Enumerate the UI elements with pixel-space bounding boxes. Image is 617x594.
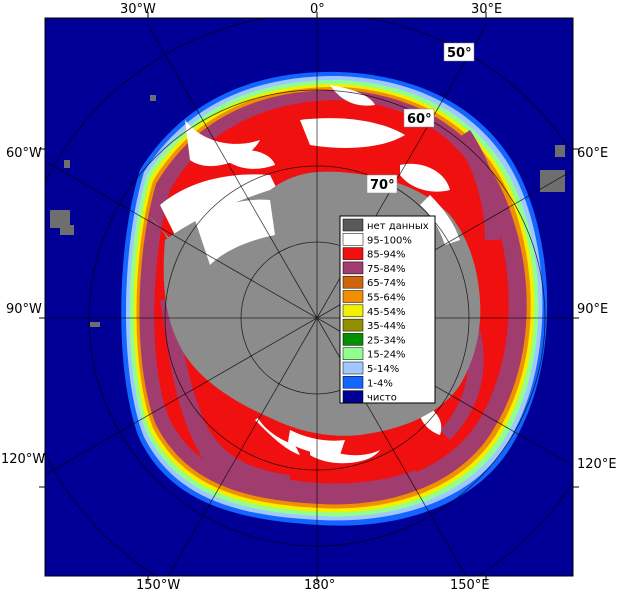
legend-label: 45-54% bbox=[367, 307, 406, 318]
lat-label-60: 60° bbox=[407, 112, 432, 127]
lon-label-90e: 90°E bbox=[577, 302, 608, 317]
legend-swatch bbox=[342, 376, 364, 389]
frame-ticks bbox=[39, 12, 579, 582]
lon-label-30e: 30°E bbox=[471, 2, 502, 17]
antarctic-peninsula bbox=[140, 210, 180, 250]
legend-swatch bbox=[342, 290, 364, 303]
legend-swatch bbox=[342, 333, 364, 346]
legend-swatch bbox=[342, 347, 364, 360]
lon-label-60w: 60°W bbox=[6, 146, 42, 161]
legend-swatch bbox=[342, 390, 364, 403]
latitude-labels: 50° 60° 70° bbox=[366, 42, 475, 194]
legend-swatch bbox=[342, 247, 364, 260]
lon-label-120e: 120°E bbox=[577, 457, 617, 472]
legend-label: 35-44% bbox=[367, 321, 406, 332]
legend-label: 25-34% bbox=[367, 335, 406, 346]
legend-swatch bbox=[342, 275, 364, 289]
lon-label-60e: 60°E bbox=[577, 146, 608, 161]
coastal-ice-shelves bbox=[195, 195, 460, 456]
legend-swatch bbox=[342, 304, 364, 318]
legend-label: нет данных bbox=[367, 221, 429, 232]
legend-label: 95-100% bbox=[367, 235, 412, 246]
legend-label: 1-4% bbox=[367, 378, 393, 389]
lat-label-50: 50° bbox=[447, 46, 472, 61]
legend: нет данных 95-100% 85-94% 75-84% 65-74% 55-64… bbox=[339, 215, 436, 404]
legend-label: 5-14% bbox=[367, 364, 399, 375]
lon-label-150e: 150°E bbox=[450, 578, 490, 593]
lon-label-0: 0° bbox=[310, 2, 325, 17]
legend-swatch bbox=[342, 261, 364, 275]
no-data-patches bbox=[50, 95, 565, 327]
legend-swatch bbox=[342, 218, 364, 232]
legend-label: 55-64% bbox=[367, 293, 406, 304]
lon-label-90w: 90°W bbox=[6, 302, 42, 317]
legend-label: 65-74% bbox=[367, 278, 406, 289]
legend-swatch bbox=[342, 233, 364, 246]
legend-label: 75-84% bbox=[367, 264, 406, 275]
lat-label-70: 70° bbox=[370, 178, 395, 193]
lon-label-30w: 30°W bbox=[120, 2, 156, 17]
lon-label-180: 180° bbox=[304, 578, 335, 593]
legend-label: 85-94% bbox=[367, 250, 406, 261]
legend-label: 15-24% bbox=[367, 350, 406, 361]
lon-label-150w: 150°W bbox=[136, 578, 180, 593]
legend-swatch bbox=[342, 361, 364, 375]
lon-label-120w: 120°W bbox=[1, 452, 45, 467]
legend-swatch bbox=[342, 318, 364, 332]
legend-label: чисто bbox=[367, 393, 397, 404]
